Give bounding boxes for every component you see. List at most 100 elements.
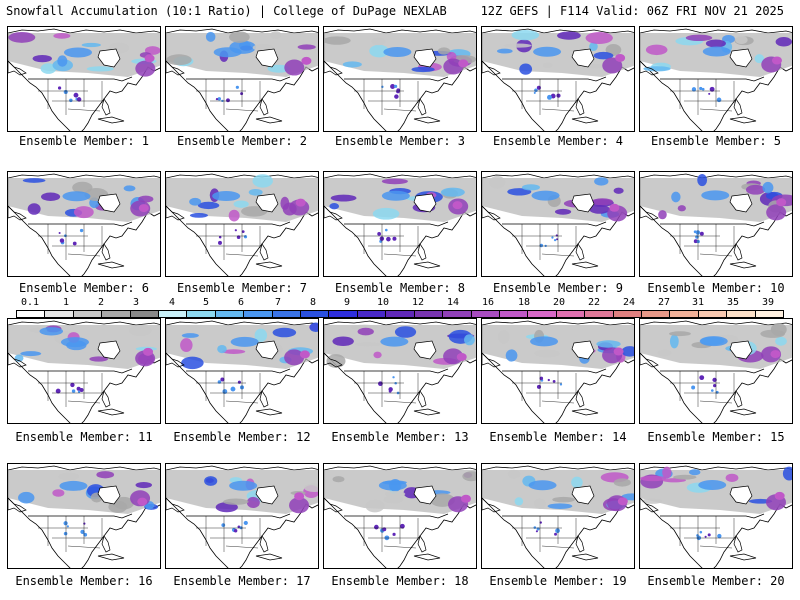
snow-blob	[58, 472, 80, 481]
us-canada-border	[502, 368, 607, 374]
snow-spot	[713, 383, 717, 388]
color-scale-segment	[215, 311, 245, 317]
ensemble-member-caption: Ensemble Member: 19	[489, 574, 627, 588]
cuba	[413, 408, 441, 416]
color-scale-tick-label: 22	[587, 297, 601, 308]
snow-blob	[685, 34, 713, 42]
color-scale-segment	[443, 311, 472, 317]
snow-blob	[332, 476, 345, 483]
snow-blob	[688, 469, 701, 476]
alaska-peninsula	[482, 497, 501, 513]
us-canada-border	[344, 368, 449, 374]
heavy-snow-peak	[615, 53, 626, 62]
snow-blob	[369, 44, 389, 58]
snow-spot	[58, 231, 61, 235]
snow-blob	[189, 213, 208, 218]
state-boundary	[699, 400, 733, 404]
cuba	[571, 553, 599, 561]
snow-blob	[677, 205, 686, 212]
hudson-bay	[729, 193, 753, 213]
us-canada-border	[344, 221, 449, 227]
ensemble-member-caption: Ensemble Member: 12	[173, 430, 311, 444]
us-canada-border	[660, 221, 765, 227]
color-scale-tick-label: 1	[62, 297, 70, 308]
snow-blob	[519, 63, 533, 75]
snow-spot	[399, 523, 405, 529]
snow-blob	[645, 44, 668, 56]
snow-band	[531, 190, 560, 201]
snow-blob	[669, 331, 691, 337]
snowfall-map	[482, 319, 634, 423]
color-scale-segment	[187, 311, 216, 317]
snow-blob	[497, 48, 513, 54]
snow-blob	[521, 184, 540, 191]
ensemble-member-caption: Ensemble Member: 5	[650, 134, 782, 148]
cuba	[255, 116, 283, 124]
alaska-peninsula	[640, 60, 659, 76]
snow-coverage-north	[482, 325, 634, 369]
snow-spot	[69, 98, 73, 103]
snow-spot	[696, 240, 700, 244]
snow-spot	[704, 535, 707, 538]
snow-spot	[237, 380, 241, 384]
snow-spot	[536, 85, 541, 90]
snow-band	[230, 336, 259, 347]
snow-band	[212, 191, 241, 202]
snow-spot	[693, 239, 698, 244]
snow-blob	[89, 356, 109, 362]
ensemble-map-panel	[7, 171, 161, 277]
snow-spot	[392, 376, 395, 379]
snow-spot	[701, 87, 705, 91]
cuba	[729, 553, 757, 561]
heavy-snow-peak	[617, 497, 628, 506]
snow-spot	[551, 236, 554, 239]
florida	[733, 390, 743, 408]
us-canada-border	[28, 221, 133, 227]
snowfall-map	[166, 464, 318, 568]
alaska-peninsula	[8, 205, 27, 221]
heavy-snow-core	[135, 60, 156, 77]
ensemble-map-panel	[165, 26, 319, 132]
snow-spot	[64, 234, 67, 238]
state-boundary	[383, 253, 417, 257]
snow-spot	[552, 380, 556, 383]
snow-blob	[511, 30, 540, 41]
snow-blob	[641, 498, 663, 504]
us-canada-border	[502, 76, 607, 82]
snow-blob	[81, 42, 101, 48]
heavy-snow-core	[289, 497, 310, 514]
color-scale-segment	[499, 311, 529, 317]
snow-blob	[135, 481, 153, 489]
color-scale-tick-label: 7	[274, 297, 282, 308]
heavy-snow-peak	[137, 497, 148, 506]
florida	[259, 98, 269, 116]
snow-spot	[57, 86, 62, 90]
heavy-snow-peak	[456, 352, 467, 361]
hudson-bay	[255, 193, 279, 213]
snow-blob	[547, 503, 573, 509]
color-scale-segment	[471, 311, 500, 317]
snow-band	[60, 337, 89, 348]
color-scale-tick-label: 5	[202, 297, 210, 308]
snow-spot	[243, 235, 248, 239]
us-canada-border	[28, 76, 133, 82]
snow-spot	[699, 375, 705, 381]
state-boundary	[225, 400, 259, 404]
us-canada-border	[344, 513, 449, 519]
page-title: Snowfall Accumulation (10:1 Ratio) | Col…	[6, 4, 447, 18]
state-boundary	[383, 545, 417, 549]
cuba	[97, 408, 125, 416]
snow-band	[63, 47, 92, 58]
florida	[259, 535, 269, 553]
snow-spot	[83, 532, 88, 537]
snow-blob	[762, 181, 774, 194]
color-scale-tick-label: 31	[691, 297, 705, 308]
cuba	[97, 553, 125, 561]
color-scale-tick-label: 20	[552, 297, 566, 308]
color-scale-segment	[528, 311, 557, 317]
snow-spot	[70, 382, 75, 388]
snow-blob	[166, 54, 192, 66]
snow-blob	[350, 324, 378, 331]
snow-spot	[390, 84, 396, 90]
heavy-snow-peak	[774, 491, 785, 500]
